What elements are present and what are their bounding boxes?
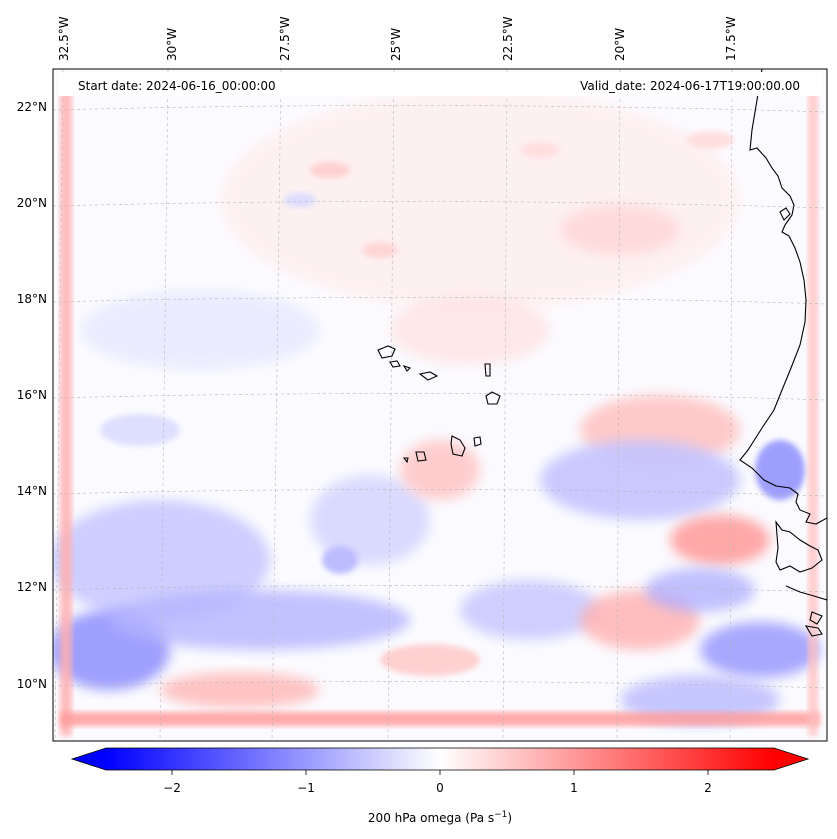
map-frame <box>52 68 828 742</box>
date-box <box>58 72 822 96</box>
colorbar-body <box>106 748 774 770</box>
lat-label: 12°N <box>17 580 47 594</box>
start-date: Start date: 2024-06-16_00:00:00 <box>78 79 276 93</box>
graticule <box>53 69 827 741</box>
lon-label: 22.5°W <box>501 16 515 61</box>
longitude-labels: 32.5°W 30°W 27.5°W 25°W 22.5°W 20°W 17.5… <box>57 16 738 61</box>
lon-label: 25°W <box>389 28 403 61</box>
lon-label: 32.5°W <box>57 16 71 61</box>
lat-label: 16°N <box>17 388 47 402</box>
colorbar-extend-max <box>774 748 808 770</box>
colorbar-ticks <box>171 770 709 775</box>
omega-field <box>53 76 820 736</box>
valid-date: Valid_date: 2024-06-17T19:00:00.00 <box>580 79 800 93</box>
lat-label: 20°N <box>17 196 47 210</box>
lat-label: 14°N <box>17 484 47 498</box>
colorbar-tick-label: −2 <box>163 781 181 795</box>
lon-label: 20°W <box>613 28 627 61</box>
colorbar-extend-min <box>72 748 106 770</box>
colorbar-outline <box>70 747 810 771</box>
colorbar-tick-label: −1 <box>297 781 315 795</box>
colorbar: −2 −1 0 1 2 200 hPa omega (Pa s−1) <box>70 747 810 825</box>
lat-label: 10°N <box>17 677 47 691</box>
colorbar-tick-label: 2 <box>704 781 712 795</box>
lat-label: 18°N <box>17 292 47 306</box>
lat-label: 22°N <box>17 100 47 114</box>
coastline <box>739 69 827 637</box>
colorbar-tick-label: 1 <box>570 781 578 795</box>
lon-label: 30°W <box>165 28 179 61</box>
latitude-labels: 22°N 20°N 18°N 16°N 14°N 12°N 10°N <box>17 100 47 691</box>
cape-verde-islands <box>377 345 501 464</box>
lon-label: 17.5°W <box>724 16 738 61</box>
colorbar-tick-label: 0 <box>436 781 444 795</box>
lon-label: 27.5°W <box>278 16 292 61</box>
colorbar-label: 200 hPa omega (Pa s−1) <box>368 810 512 825</box>
